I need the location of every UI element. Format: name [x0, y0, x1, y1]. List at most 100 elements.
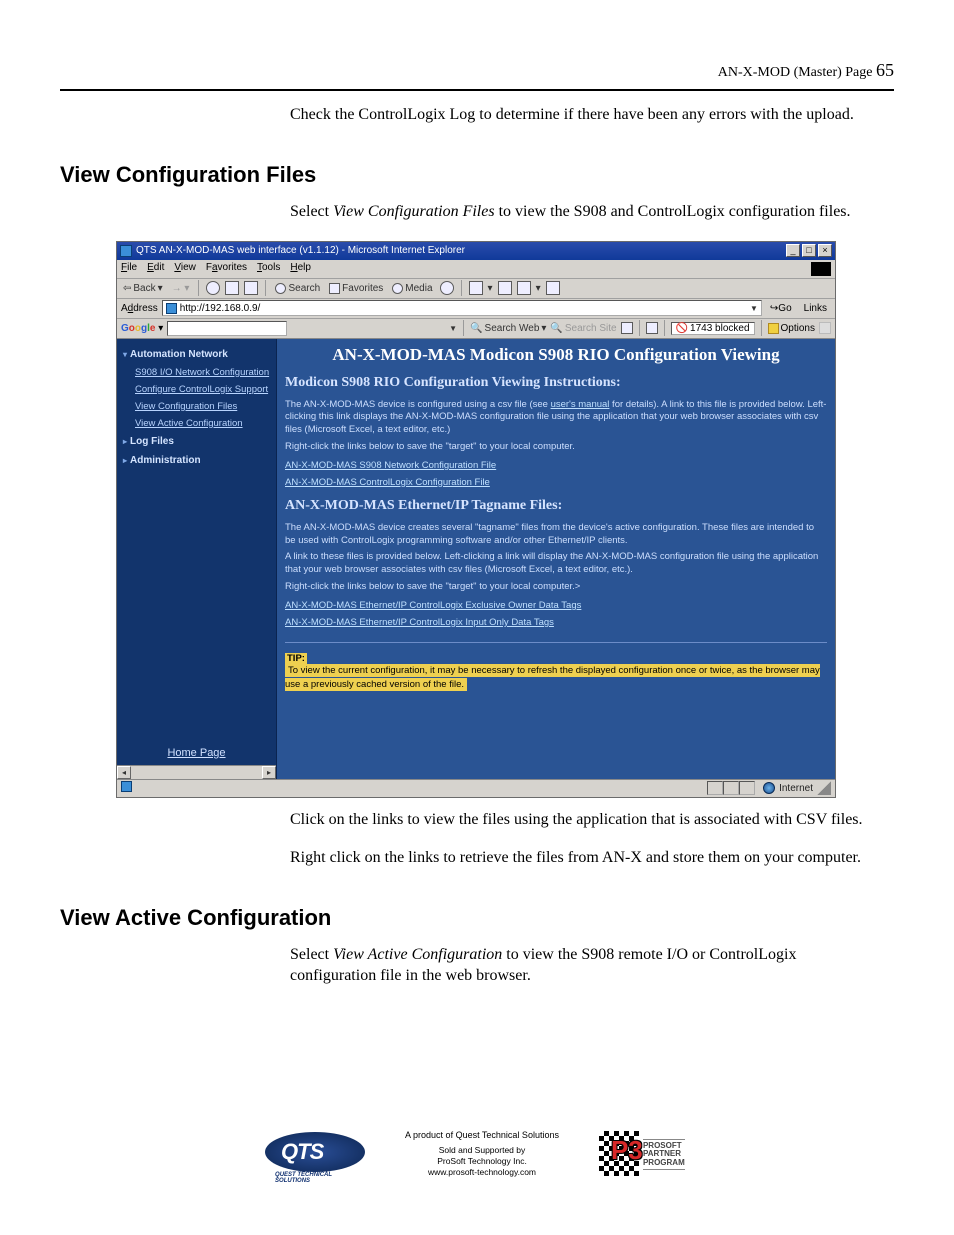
status-page-icon [121, 781, 132, 792]
header-text: AN-X-MOD (Master) Page [718, 65, 873, 80]
main-p5: Right-click the links below to save the … [285, 581, 827, 594]
menu-view[interactable]: View [174, 262, 196, 276]
menu-edit[interactable]: Edit [147, 262, 164, 276]
ie-icon [120, 245, 132, 257]
main-p1: The AN-X-MOD-MAS device is configured us… [285, 399, 827, 437]
main-panel: AN-X-MOD-MAS Modicon S908 RIO Configurat… [277, 339, 835, 779]
content-frame: ▾Automation Network S908 I/O Network Con… [117, 339, 835, 779]
google-icon-3[interactable] [819, 322, 831, 334]
google-search-dd[interactable]: ▼ [449, 324, 457, 333]
browser-window: QTS AN-X-MOD-MAS web interface (v1.1.12)… [116, 241, 836, 798]
sidebar-home-link[interactable]: Home Page [117, 747, 276, 759]
google-options[interactable]: Options [768, 323, 815, 334]
go-button[interactable]: ↪Go [766, 302, 796, 315]
sidebar: ▾Automation Network S908 I/O Network Con… [117, 339, 277, 779]
google-logo[interactable]: Google ▾ [121, 323, 163, 334]
google-icon-2[interactable] [646, 322, 658, 334]
address-dropdown-icon[interactable]: ▼ [750, 304, 758, 313]
separator [639, 320, 640, 336]
main-p3: The AN-X-MOD-MAS device creates several … [285, 522, 827, 548]
google-toolbar: Google ▾ ▼ 🔍 Search Web ▾ 🔍 Search Site … [117, 319, 835, 339]
footer-line1: A product of Quest Technical Solutions [405, 1130, 559, 1142]
popup-blocked[interactable]: 🚫1743 blocked [671, 322, 755, 335]
s2-em: View Active Configuration [333, 946, 502, 963]
prosoft-partner-logo: P3 PROSOFT PARTNER PROGRAM [599, 1127, 689, 1182]
sidebar-link-configure-clx[interactable]: Configure ControlLogix Support [117, 381, 276, 398]
sidebar-link-view-config[interactable]: View Configuration Files [117, 398, 276, 415]
tip-label: TIP: [285, 653, 307, 664]
favorites-button[interactable]: Favorites [327, 282, 385, 295]
status-cell [739, 781, 755, 795]
refresh-icon[interactable] [225, 281, 239, 295]
toolbar: ⇦ Back ▾ → ▾ Search Favorites Media ▾ ▾ [117, 279, 835, 299]
search-button[interactable]: Search [273, 282, 322, 295]
status-cells [707, 781, 755, 795]
link-s908-config[interactable]: AN-X-MOD-MAS S908 Network Configuration … [285, 460, 827, 471]
s2-pre: Select [290, 946, 333, 963]
footer-text: A product of Quest Technical Solutions S… [405, 1130, 559, 1178]
close-button[interactable]: × [818, 244, 832, 257]
menu-favorites[interactable]: Favorites [206, 262, 247, 276]
home-icon[interactable] [244, 281, 258, 295]
main-p4: A link to these files is provided below.… [285, 551, 827, 577]
address-input[interactable]: http://192.168.0.9/ ▼ [162, 300, 762, 316]
media-button[interactable]: Media [390, 282, 434, 295]
sidebar-cat-automation[interactable]: ▾Automation Network [117, 345, 276, 364]
separator [198, 280, 199, 296]
options-icon [768, 323, 779, 334]
sidebar-link-s908[interactable]: S908 I/O Network Configuration [117, 364, 276, 381]
sidebar-cat-admin[interactable]: ▸Administration [117, 451, 276, 470]
sidebar-scrollbar[interactable]: ◂ ▸ [117, 765, 276, 779]
status-cell [707, 781, 723, 795]
stop-icon[interactable] [206, 281, 220, 295]
header-rule [60, 89, 894, 91]
scroll-right-icon[interactable]: ▸ [262, 766, 276, 779]
after-screenshot-p1: Click on the links to view the files usi… [290, 810, 874, 831]
discuss-icon[interactable] [546, 281, 560, 295]
separator [664, 320, 665, 336]
statusbar: Internet [117, 779, 835, 797]
scroll-left-icon[interactable]: ◂ [117, 766, 131, 779]
sidebar-cat-log[interactable]: ▸Log Files [117, 432, 276, 451]
s1-pre: Select [290, 203, 333, 220]
resize-grip-icon[interactable] [817, 781, 831, 795]
sidebar-link-view-active[interactable]: View Active Configuration [117, 415, 276, 432]
search-site-button[interactable]: 🔍 Search Site [550, 323, 616, 334]
link-clx-config[interactable]: AN-X-MOD-MAS ControlLogix Configuration … [285, 477, 827, 488]
google-search-input[interactable] [167, 321, 287, 336]
page-icon [166, 303, 177, 314]
mail-icon[interactable] [469, 281, 483, 295]
search-web-button[interactable]: 🔍 Search Web ▾ [470, 323, 546, 334]
links-button[interactable]: Links [800, 302, 831, 315]
tip-box: TIP: To view the current configuration, … [285, 642, 827, 693]
minimize-button[interactable]: _ [786, 244, 800, 257]
section1-intro: Select View Configuration Files to view … [290, 202, 874, 223]
menu-help[interactable]: Help [290, 262, 311, 276]
google-icon-1[interactable] [621, 322, 633, 334]
back-button[interactable]: ⇦ Back ▾ [121, 282, 165, 295]
ms-flag-icon [811, 262, 831, 276]
maximize-button[interactable]: □ [802, 244, 816, 257]
menu-file[interactable]: FFileile [121, 262, 137, 276]
separator [265, 280, 266, 296]
tip-text: To view the current configuration, it ma… [285, 664, 820, 691]
subtitle-1: Modicon S908 RIO Configuration Viewing I… [285, 371, 827, 395]
footer-line4: www.prosoft-technology.com [405, 1167, 559, 1178]
menu-tools[interactable]: Tools [257, 262, 280, 276]
s1-em: View Configuration Files [333, 203, 494, 220]
window-buttons: _ □ × [786, 244, 832, 257]
users-manual-link[interactable]: user's manual [551, 399, 610, 410]
history-icon[interactable] [440, 281, 454, 295]
forward-button[interactable]: → ▾ [170, 282, 192, 295]
edit-icon[interactable] [517, 281, 531, 295]
link-eip-input-only[interactable]: AN-X-MOD-MAS Ethernet/IP ControlLogix In… [285, 617, 827, 628]
section-view-active-config: View Active Configuration [60, 905, 894, 931]
link-eip-exclusive[interactable]: AN-X-MOD-MAS Ethernet/IP ControlLogix Ex… [285, 600, 827, 611]
print-icon[interactable] [498, 281, 512, 295]
address-url: http://192.168.0.9/ [180, 303, 261, 314]
separator [761, 320, 762, 336]
after-screenshot-p2: Right click on the links to retrieve the… [290, 848, 874, 869]
status-left [121, 781, 132, 795]
section2-intro: Select View Active Configuration to view… [290, 945, 874, 987]
status-zone: Internet [779, 783, 813, 794]
